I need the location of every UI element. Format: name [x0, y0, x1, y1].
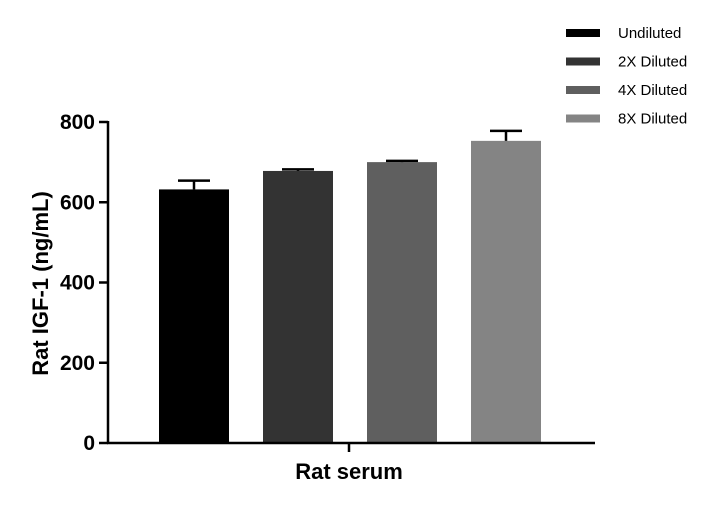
- legend-swatch: [566, 114, 600, 123]
- legend-label: Undiluted: [618, 25, 681, 42]
- legend-swatch: [566, 86, 600, 94]
- legend-swatch: [566, 29, 600, 37]
- bars-group: [159, 140, 541, 443]
- legend-label: 8X Diluted: [618, 111, 687, 128]
- legend: Undiluted 2X Diluted 4X Diluted 8X Diluted: [566, 25, 687, 128]
- y-tick-label: 0: [83, 432, 95, 455]
- legend-swatch: [566, 57, 600, 66]
- y-ticks-group: 0 200 400 600 800: [60, 111, 108, 455]
- bar: [367, 162, 437, 443]
- error-bars-group: [178, 129, 522, 190]
- bar: [159, 189, 229, 443]
- y-tick-label: 800: [60, 111, 95, 134]
- bar: [471, 140, 541, 443]
- y-tick-label: 400: [60, 272, 95, 295]
- x-axis-label: Rat serum: [295, 459, 403, 484]
- legend-label: 4X Diluted: [618, 82, 687, 99]
- y-tick-label: 600: [60, 191, 95, 214]
- y-axis-label: Rat IGF-1 (ng/mL): [28, 191, 53, 376]
- bar: [263, 170, 333, 443]
- y-tick-label: 200: [60, 352, 95, 375]
- legend-label: 2X Diluted: [618, 54, 687, 71]
